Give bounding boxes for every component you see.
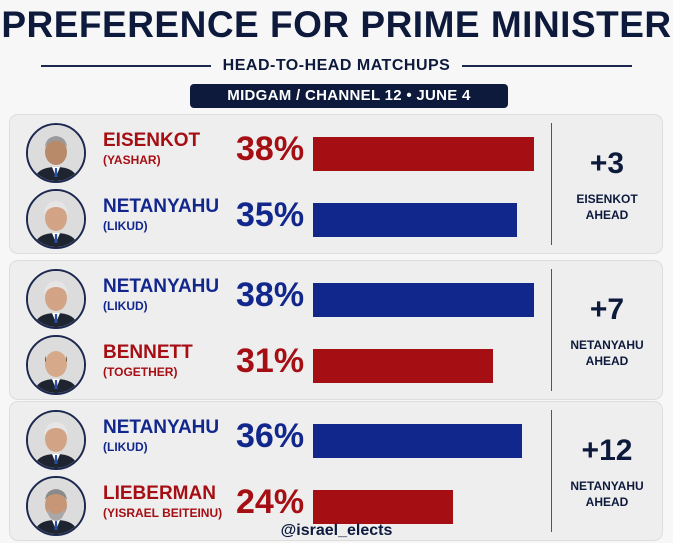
panel-divider: [551, 410, 552, 532]
subtitle-rule-right: [462, 65, 633, 67]
bar-netanyahu: [313, 283, 534, 317]
person-white-hair-icon: [26, 189, 86, 249]
candidate-name: NETANYAHU: [103, 417, 220, 438]
source-badge: MIDGAM / CHANNEL 12 • JUNE 4: [190, 84, 508, 108]
leader-name: EISENKOT: [576, 192, 638, 206]
lead-margin: +7: [589, 293, 625, 326]
percent-label: 31%: [236, 342, 305, 380]
person-white-hair-icon: [26, 410, 86, 470]
person-bald-icon: [26, 335, 86, 395]
percent-label: 36%: [236, 417, 305, 455]
subtitle-row: HEAD-TO-HEAD MATCHUPS: [0, 56, 673, 76]
percent-label: 38%: [236, 276, 305, 314]
leader-name: NETANYAHU: [570, 479, 644, 493]
candidate-party: (YISRAEL BEITEINU): [103, 506, 223, 520]
person-gray-hair-icon: [26, 123, 86, 183]
candidate-party: (LIKUD): [103, 440, 148, 454]
percent-label: 38%: [236, 130, 305, 168]
leader-name: NETANYAHU: [570, 338, 644, 352]
percent-label: 24%: [236, 483, 305, 521]
candidate-name: NETANYAHU: [103, 276, 220, 297]
leader-status: AHEAD: [585, 354, 629, 368]
candidate-party: (TOGETHER): [103, 365, 178, 379]
chart-subtitle: HEAD-TO-HEAD MATCHUPS: [222, 57, 451, 74]
candidate-name: BENNETT: [103, 342, 193, 363]
leader-status: AHEAD: [585, 495, 629, 509]
bar-eisenkot: [313, 137, 534, 171]
candidate-name: LIEBERMAN: [103, 483, 216, 504]
leader-status: AHEAD: [585, 208, 629, 222]
lead-margin: +3: [589, 147, 625, 180]
lead-margin: +12: [581, 434, 633, 467]
panel-divider: [551, 269, 552, 391]
matchup-panel: EISENKOT (YASHAR) 38% NETANYAHU (LIKUD) 35% +3…: [9, 114, 663, 254]
person-white-hair-icon: [26, 269, 86, 329]
bar-lieberman: [313, 490, 453, 524]
percent-label: 35%: [236, 196, 305, 234]
footer-handle: @israel_elects: [280, 522, 393, 539]
matchup-panel: NETANYAHU (LIKUD) 38% BENNETT (TOGETHER) 31% +…: [9, 260, 663, 400]
panel-divider: [551, 123, 552, 245]
matchup-panel: NETANYAHU (LIKUD) 36% LIEBERMAN (YISRAEL BEI…: [9, 401, 663, 541]
chart-title: PREFERENCE FOR PRIME MINISTER: [1, 4, 672, 45]
person-bearded-icon: [26, 476, 86, 536]
bar-bennett: [313, 349, 493, 383]
bar-netanyahu: [313, 424, 522, 458]
candidate-party: (LIKUD): [103, 219, 148, 233]
candidate-party: (LIKUD): [103, 299, 148, 313]
subtitle-rule-left: [40, 65, 211, 67]
bar-netanyahu: [313, 203, 517, 237]
candidate-name: EISENKOT: [103, 130, 201, 151]
candidate-name: NETANYAHU: [103, 196, 220, 217]
candidate-party: (YASHAR): [103, 153, 161, 167]
